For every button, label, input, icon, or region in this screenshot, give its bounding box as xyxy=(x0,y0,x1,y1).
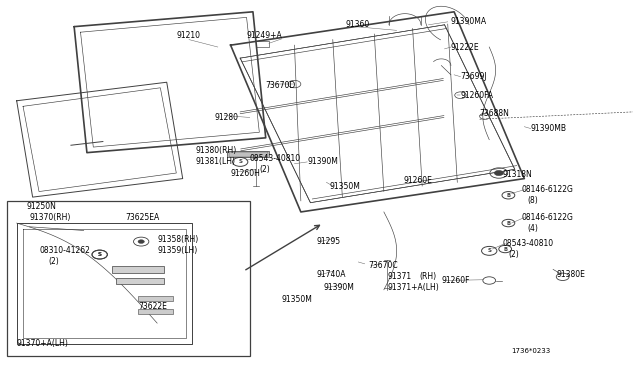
Text: 73670C: 73670C xyxy=(368,261,397,270)
Text: 91260E: 91260E xyxy=(403,176,432,185)
Text: (2): (2) xyxy=(508,250,519,259)
Text: (2): (2) xyxy=(49,257,60,266)
Bar xyxy=(113,266,164,273)
Text: 91370(RH): 91370(RH) xyxy=(29,213,71,222)
Bar xyxy=(7,201,250,356)
Text: (4): (4) xyxy=(527,224,538,233)
Text: 91740A: 91740A xyxy=(317,270,346,279)
Text: 91380E: 91380E xyxy=(556,270,585,279)
Text: S: S xyxy=(238,160,242,164)
Text: 73699J: 73699J xyxy=(461,72,487,81)
Text: 91390M: 91390M xyxy=(323,283,354,292)
Text: 73688N: 73688N xyxy=(479,109,509,118)
Text: 91260F: 91260F xyxy=(442,276,470,285)
Text: (2): (2) xyxy=(259,165,270,174)
Text: 91390M: 91390M xyxy=(307,157,338,166)
Text: 91295: 91295 xyxy=(317,237,341,246)
Text: B: B xyxy=(506,221,510,225)
Text: B: B xyxy=(506,193,510,198)
Text: 91280: 91280 xyxy=(214,113,239,122)
Text: 91359(LH): 91359(LH) xyxy=(157,246,197,255)
Text: 91381(LH): 91381(LH) xyxy=(195,157,236,166)
Bar xyxy=(227,151,269,157)
Text: (RH): (RH) xyxy=(419,272,436,281)
Text: 73622E: 73622E xyxy=(138,302,167,311)
Text: S: S xyxy=(487,248,492,253)
Text: 91380(RH): 91380(RH) xyxy=(195,146,237,155)
Bar xyxy=(116,278,164,284)
Text: 91390MA: 91390MA xyxy=(451,17,487,26)
Text: 91350M: 91350M xyxy=(282,295,312,304)
Text: S: S xyxy=(98,252,102,257)
Text: 91260FA: 91260FA xyxy=(461,91,493,100)
Bar xyxy=(228,151,268,157)
Text: 91350M: 91350M xyxy=(330,182,360,190)
Text: 91318N: 91318N xyxy=(502,170,532,179)
Circle shape xyxy=(138,240,145,243)
Text: 08543-40810: 08543-40810 xyxy=(250,154,301,163)
Circle shape xyxy=(494,170,503,176)
Text: 91249+A: 91249+A xyxy=(246,31,282,41)
Text: S: S xyxy=(98,252,102,257)
Text: 91260H: 91260H xyxy=(230,169,260,177)
Bar xyxy=(138,296,173,301)
Text: 91370+A(LH): 91370+A(LH) xyxy=(17,339,68,348)
Text: 91210: 91210 xyxy=(176,31,200,41)
Text: 08310-41262: 08310-41262 xyxy=(39,246,90,255)
Text: 91358(RH): 91358(RH) xyxy=(157,235,198,244)
Text: (8): (8) xyxy=(527,196,538,205)
Text: 08146-6122G: 08146-6122G xyxy=(521,213,573,222)
Text: 08543-40810: 08543-40810 xyxy=(502,239,553,248)
Text: 73625EA: 73625EA xyxy=(125,213,159,222)
Text: 91222E: 91222E xyxy=(451,42,479,51)
Text: 91390MB: 91390MB xyxy=(531,124,567,133)
Text: 73670D: 73670D xyxy=(266,81,296,90)
Text: 91250N: 91250N xyxy=(26,202,56,211)
Text: 91360: 91360 xyxy=(346,20,370,29)
Text: 91371: 91371 xyxy=(387,272,411,281)
Text: 1736*0233: 1736*0233 xyxy=(511,348,551,354)
Bar xyxy=(138,309,173,314)
Text: 91371+A(LH): 91371+A(LH) xyxy=(387,283,439,292)
Text: 08146-6122G: 08146-6122G xyxy=(521,185,573,194)
Text: B: B xyxy=(503,247,507,251)
